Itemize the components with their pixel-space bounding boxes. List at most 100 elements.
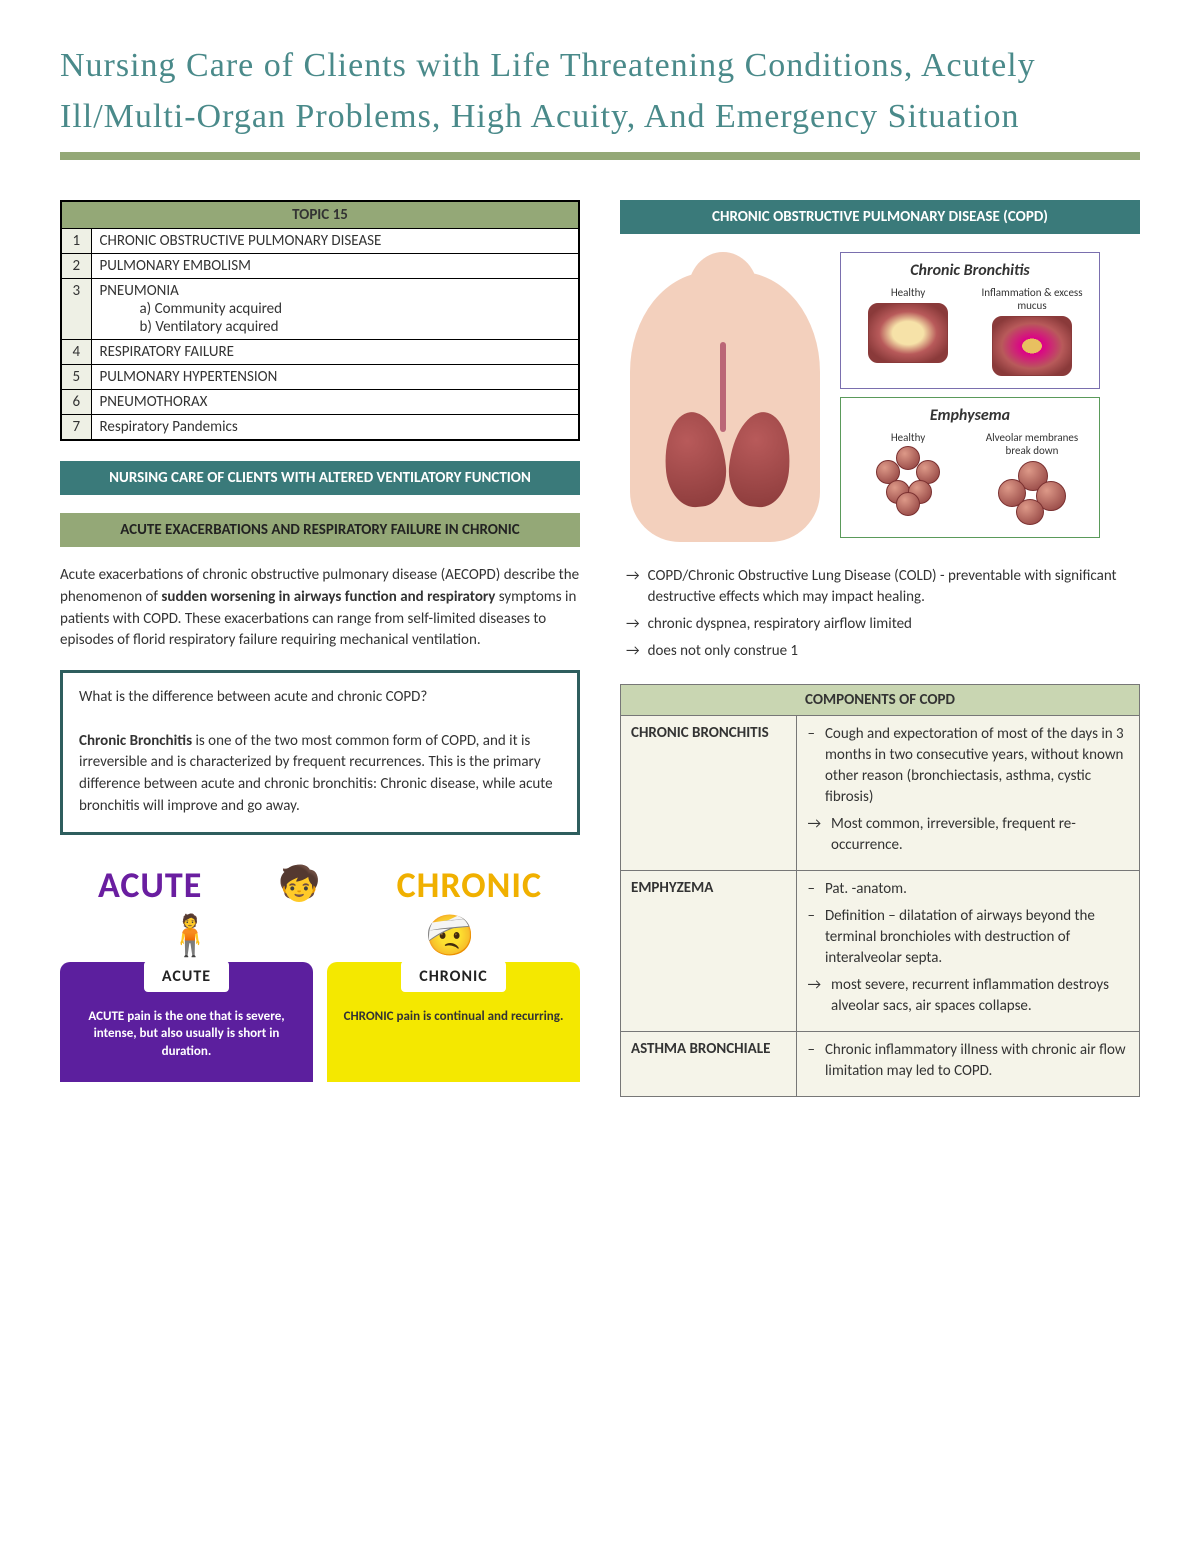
emphysema-damaged-label: Alveolar membranes break down bbox=[975, 431, 1089, 457]
aecopd-paragraph: Acute exacerbations of chronic obstructi… bbox=[60, 565, 580, 652]
topic-row: 2PULMONARY EMBOLISM bbox=[61, 254, 579, 279]
topic-table: TOPIC 15 1CHRONIC OBSTRUCTIVE PULMONARY … bbox=[60, 200, 580, 441]
left-column: TOPIC 15 1CHRONIC OBSTRUCTIVE PULMONARY … bbox=[60, 200, 580, 1082]
components-term: EMPHYZEMA bbox=[621, 871, 797, 1032]
qa-box: What is the difference between acute and… bbox=[60, 670, 580, 835]
acute-heading: ACUTE bbox=[98, 863, 202, 907]
topic-row-text: PULMONARY HYPERTENSION bbox=[91, 365, 579, 390]
bullet-marker: – bbox=[807, 906, 814, 969]
emphysema-healthy: Healthy bbox=[851, 431, 965, 529]
acute-pill: ACUTE bbox=[144, 961, 229, 992]
arrow-icon: → bbox=[626, 614, 640, 635]
acute-kid-icon: 🧍 bbox=[165, 911, 215, 960]
emphysema-healthy-label: Healthy bbox=[851, 431, 965, 444]
bronchitis-inflamed-label: Inflammation & excess mucus bbox=[975, 286, 1089, 312]
components-bullet: →Most common, irreversible, frequent re-… bbox=[807, 814, 1129, 856]
qa-term: Chronic Bronchitis bbox=[79, 732, 192, 750]
topic-row: 4RESPIRATORY FAILURE bbox=[61, 340, 579, 365]
emphysema-title: Emphysema bbox=[851, 406, 1089, 425]
topic-row: 1CHRONIC OBSTRUCTIVE PULMONARY DISEASE bbox=[61, 229, 579, 254]
banner-copd: CHRONIC OBSTRUCTIVE PULMONARY DISEASE (C… bbox=[620, 200, 1140, 234]
acute-chronic-infographic: ACUTE 🧒 CHRONIC 🧍 🤕 ACUTE ACUTE pain is … bbox=[60, 863, 580, 1083]
bronchitis-healthy: Healthy bbox=[851, 286, 965, 380]
components-desc: –Cough and expectoration of most of the … bbox=[797, 716, 1140, 871]
acute-card: ACUTE ACUTE pain is the one that is seve… bbox=[60, 962, 313, 1083]
bullet-text: Pat. -anatom. bbox=[825, 879, 907, 900]
topic-row: 6PNEUMOTHORAX bbox=[61, 390, 579, 415]
arrow-text: does not only construe 1 bbox=[648, 641, 798, 662]
face-icon: 🧒 bbox=[278, 864, 320, 905]
topic-row: 7Respiratory Pandemics bbox=[61, 415, 579, 441]
qa-answer: Chronic Bronchitis is one of the two mos… bbox=[79, 731, 561, 818]
topic-row-text: CHRONIC OBSTRUCTIVE PULMONARY DISEASE bbox=[91, 229, 579, 254]
topic-row-num: 2 bbox=[61, 254, 91, 279]
topic-row-num: 4 bbox=[61, 340, 91, 365]
bullet-text: Cough and expectoration of most of the d… bbox=[825, 724, 1129, 808]
bullet-marker: → bbox=[807, 975, 821, 1017]
topic-row-text: PNEUMONIAa) Community acquiredb) Ventila… bbox=[91, 279, 579, 340]
bronchitis-title: Chronic Bronchitis bbox=[851, 261, 1089, 280]
topic-row-text: PULMONARY EMBOLISM bbox=[91, 254, 579, 279]
arrow-item: →COPD/Chronic Obstructive Lung Disease (… bbox=[626, 566, 1140, 608]
title-rule bbox=[60, 152, 1140, 160]
components-bullet: →most severe, recurrent inflammation des… bbox=[807, 975, 1129, 1017]
topic-row-num: 3 bbox=[61, 279, 91, 340]
components-table: COMPONENTS OF COPD CHRONIC BRONCHITIS–Co… bbox=[620, 684, 1140, 1097]
topic-row-num: 6 bbox=[61, 390, 91, 415]
bullet-text: Most common, irreversible, frequent re-o… bbox=[831, 814, 1129, 856]
components-bullet: –Pat. -anatom. bbox=[807, 879, 1129, 900]
bronchitis-inflamed: Inflammation & excess mucus bbox=[975, 286, 1089, 380]
bullet-marker: – bbox=[807, 1040, 814, 1082]
emphysema-inset: Emphysema Healthy bbox=[840, 397, 1100, 538]
banner-acute-exacerbations: ACUTE EXACERBATIONS AND RESPIRATORY FAIL… bbox=[60, 513, 580, 547]
page-title: Nursing Care of Clients with Life Threat… bbox=[60, 40, 1140, 142]
bullet-text: most severe, recurrent inflammation dest… bbox=[831, 975, 1129, 1017]
two-column-layout: TOPIC 15 1CHRONIC OBSTRUCTIVE PULMONARY … bbox=[60, 200, 1140, 1097]
topic-row-text: Respiratory Pandemics bbox=[91, 415, 579, 441]
aecopd-text-bold: sudden worsening in airways function and… bbox=[161, 588, 495, 606]
components-bullet: –Chronic inflammatory illness with chron… bbox=[807, 1040, 1129, 1082]
emphysema-damaged: Alveolar membranes break down bbox=[975, 431, 1089, 529]
arrow-icon: → bbox=[626, 566, 640, 608]
torso-figure bbox=[620, 252, 830, 552]
components-desc: –Chronic inflammatory illness with chron… bbox=[797, 1032, 1140, 1097]
bullet-marker: – bbox=[807, 724, 814, 808]
topic-row-num: 1 bbox=[61, 229, 91, 254]
topic-row-num: 5 bbox=[61, 365, 91, 390]
bullet-text: Definition – dilatation of airways beyon… bbox=[825, 906, 1129, 969]
chronic-card: CHRONIC CHRONIC pain is continual and re… bbox=[327, 962, 580, 1083]
components-row: CHRONIC BRONCHITIS–Cough and expectorati… bbox=[621, 716, 1140, 871]
topic-sub-item: b) Ventilatory acquired bbox=[100, 318, 571, 336]
bronchitis-healthy-label: Healthy bbox=[851, 286, 965, 299]
right-column: CHRONIC OBSTRUCTIVE PULMONARY DISEASE (C… bbox=[620, 200, 1140, 1097]
copd-arrow-list: →COPD/Chronic Obstructive Lung Disease (… bbox=[620, 566, 1140, 662]
bullet-marker: → bbox=[807, 814, 821, 856]
topic-row-text: PNEUMOTHORAX bbox=[91, 390, 579, 415]
bronchitis-inset: Chronic Bronchitis Healthy Inflammation … bbox=[840, 252, 1100, 389]
bullet-text: Chronic inflammatory illness with chroni… bbox=[825, 1040, 1129, 1082]
topic-row-num: 7 bbox=[61, 415, 91, 441]
chronic-desc: CHRONIC pain is continual and recurring. bbox=[341, 1008, 566, 1026]
topic-row: 5PULMONARY HYPERTENSION bbox=[61, 365, 579, 390]
arrow-item: → chronic dyspnea, respiratory airflow li… bbox=[626, 614, 1140, 635]
topic-header: TOPIC 15 bbox=[61, 201, 579, 229]
banner-altered-ventilatory: NURSING CARE OF CLIENTS WITH ALTERED VEN… bbox=[60, 461, 580, 495]
chronic-kid-icon: 🤕 bbox=[425, 911, 475, 960]
components-header: COMPONENTS OF COPD bbox=[621, 685, 1140, 716]
bullet-marker: – bbox=[807, 879, 814, 900]
qa-question: What is the difference between acute and… bbox=[79, 687, 561, 709]
chronic-heading: CHRONIC bbox=[397, 863, 542, 907]
inset-stack: Chronic Bronchitis Healthy Inflammation … bbox=[840, 252, 1100, 538]
components-desc: –Pat. -anatom.–Definition – dilatation o… bbox=[797, 871, 1140, 1032]
acute-desc: ACUTE pain is the one that is severe, in… bbox=[74, 1008, 299, 1061]
components-row: EMPHYZEMA–Pat. -anatom.–Definition – dil… bbox=[621, 871, 1140, 1032]
arrow-icon: → bbox=[626, 641, 640, 662]
arrow-item: → does not only construe 1 bbox=[626, 641, 1140, 662]
topic-sub-item: a) Community acquired bbox=[100, 300, 571, 318]
components-row: ASTHMA BRONCHIALE–Chronic inflammatory i… bbox=[621, 1032, 1140, 1097]
arrow-text: chronic dyspnea, respiratory airflow lim… bbox=[648, 614, 912, 635]
components-term: ASTHMA BRONCHIALE bbox=[621, 1032, 797, 1097]
components-bullet: –Definition – dilatation of airways beyo… bbox=[807, 906, 1129, 969]
chronic-pill: CHRONIC bbox=[401, 961, 506, 992]
arrow-text: COPD/Chronic Obstructive Lung Disease (C… bbox=[648, 566, 1140, 608]
